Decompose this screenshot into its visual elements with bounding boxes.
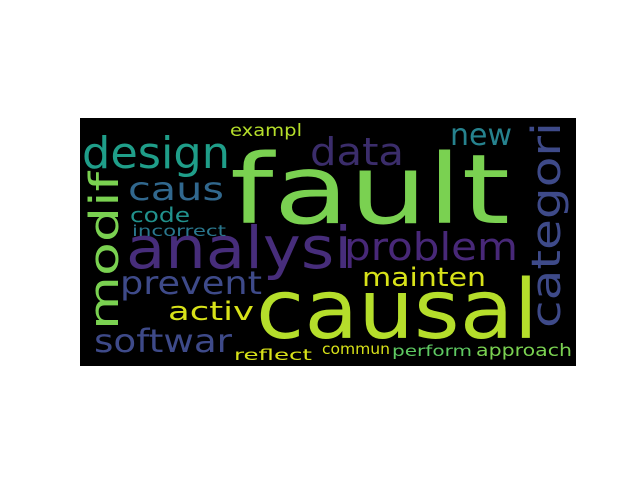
word-commun: commun <box>322 340 390 358</box>
word-causal: causal <box>256 263 538 358</box>
word-cloud-background <box>80 118 576 366</box>
word-incorrect: incorrect <box>132 222 226 240</box>
word-mainten: mainten <box>362 263 486 293</box>
word-perform: perform <box>392 342 472 360</box>
word-activ: activ <box>168 297 254 327</box>
word-caus: caus <box>128 170 224 208</box>
word-softwar: softwar <box>94 322 233 360</box>
word-new: new <box>450 118 512 153</box>
word-data: data <box>310 130 404 174</box>
word-reflect: reflect <box>234 346 312 364</box>
word-modif: modif <box>82 171 128 330</box>
word-fault: fault <box>230 134 510 246</box>
word-problem: problem <box>344 225 518 269</box>
word-prevent: prevent <box>120 264 262 302</box>
word-exampl: exampl <box>230 121 302 141</box>
word-code: code <box>130 203 190 227</box>
word-approach: approach <box>476 341 572 361</box>
word-cloud: fault causal analysi design problem data… <box>80 118 576 366</box>
word-analysi: analysi <box>126 214 352 282</box>
word-categori: categori <box>524 122 570 328</box>
word-design: design <box>82 128 230 179</box>
